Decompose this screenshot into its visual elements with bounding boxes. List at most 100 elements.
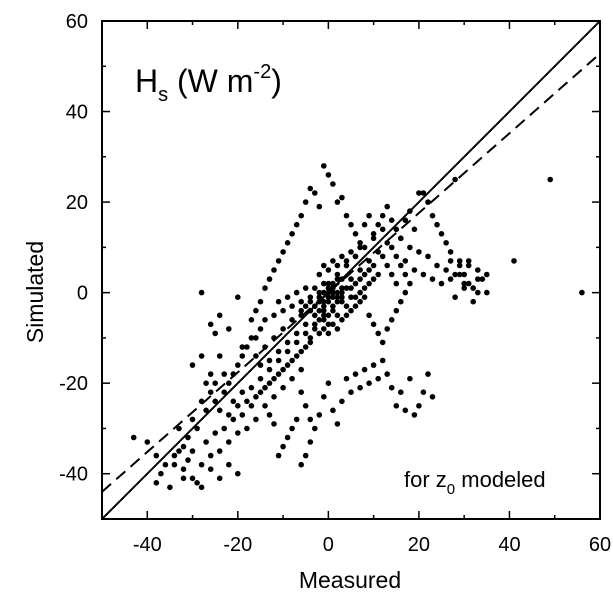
data-point xyxy=(325,330,332,337)
data-point xyxy=(475,267,481,273)
data-point xyxy=(379,226,386,233)
data-point xyxy=(465,280,472,287)
data-point xyxy=(339,289,345,296)
data-point xyxy=(343,262,350,269)
data-point xyxy=(407,375,413,382)
data-point xyxy=(357,384,363,391)
data-point xyxy=(253,353,259,359)
data-point xyxy=(262,384,268,391)
data-point xyxy=(194,425,200,432)
data-point xyxy=(447,249,454,255)
data-point xyxy=(388,217,395,223)
data-point xyxy=(330,321,336,328)
data-point xyxy=(343,285,350,291)
data-point xyxy=(357,244,363,251)
data-point xyxy=(321,312,327,319)
data-point xyxy=(275,258,282,264)
data-point xyxy=(343,312,350,319)
data-point xyxy=(388,244,395,251)
data-point xyxy=(325,380,332,387)
data-point xyxy=(312,190,318,196)
data-point xyxy=(293,289,300,296)
data-point xyxy=(289,317,295,323)
data-point xyxy=(334,312,341,319)
data-point xyxy=(343,258,350,264)
data-point xyxy=(348,221,354,228)
data-point xyxy=(325,172,332,178)
data-point xyxy=(330,258,336,264)
x-tick-label: -40 xyxy=(133,534,162,556)
data-point xyxy=(203,407,209,414)
data-point xyxy=(456,258,463,264)
data-point xyxy=(302,321,309,328)
y-axis-label: Simulated xyxy=(22,241,48,343)
data-point xyxy=(334,262,341,269)
data-point xyxy=(253,335,259,341)
x-tick-label: 20 xyxy=(408,534,430,556)
data-point xyxy=(352,253,359,260)
axis-ticks xyxy=(101,20,601,520)
data-point xyxy=(366,267,372,273)
data-point xyxy=(248,384,255,391)
data-point xyxy=(207,371,214,377)
data-point xyxy=(307,335,314,341)
data-point xyxy=(484,289,490,296)
data-point xyxy=(302,403,309,409)
data-point xyxy=(284,348,291,355)
data-point xyxy=(416,403,422,409)
data-point xyxy=(230,398,237,405)
data-point xyxy=(452,271,458,278)
data-point xyxy=(361,221,368,228)
data-point xyxy=(226,326,232,332)
data-point xyxy=(253,394,259,400)
data-point xyxy=(402,407,409,414)
data-point xyxy=(393,307,400,314)
data-point xyxy=(289,357,295,364)
data-point xyxy=(330,303,336,310)
data-point xyxy=(130,434,137,441)
data-point xyxy=(312,321,318,328)
data-point xyxy=(339,317,345,323)
data-point xyxy=(298,461,305,468)
data-point xyxy=(479,276,486,282)
data-point xyxy=(393,280,400,287)
data-point xyxy=(429,212,436,219)
data-point xyxy=(216,312,223,319)
data-point xyxy=(465,258,472,264)
data-point xyxy=(189,416,196,423)
data-point xyxy=(447,258,454,264)
data-point xyxy=(302,344,309,350)
data-point xyxy=(388,384,395,391)
data-point xyxy=(366,312,372,319)
data-point xyxy=(257,362,264,368)
data-point xyxy=(438,280,445,287)
data-point xyxy=(253,416,259,423)
data-point xyxy=(325,280,332,287)
data-point xyxy=(348,276,354,282)
data-point xyxy=(271,267,277,273)
data-point xyxy=(330,280,336,287)
data-point xyxy=(284,339,291,346)
data-point xyxy=(316,289,323,296)
data-point xyxy=(339,285,345,291)
data-point xyxy=(289,375,295,382)
data-point xyxy=(375,375,382,382)
data-point xyxy=(443,267,449,273)
data-point xyxy=(402,289,409,296)
data-point xyxy=(357,289,363,296)
data-point xyxy=(216,448,223,454)
data-point xyxy=(212,398,218,405)
data-point xyxy=(379,212,386,219)
data-point xyxy=(253,307,259,314)
data-point xyxy=(370,362,377,368)
data-point xyxy=(334,298,341,305)
data-point xyxy=(248,317,255,323)
data-point xyxy=(239,344,246,350)
data-point xyxy=(198,289,205,296)
data-point xyxy=(207,466,214,473)
data-point xyxy=(352,294,359,301)
data-point xyxy=(388,271,395,278)
data-point xyxy=(416,249,422,255)
data-point xyxy=(425,253,431,260)
